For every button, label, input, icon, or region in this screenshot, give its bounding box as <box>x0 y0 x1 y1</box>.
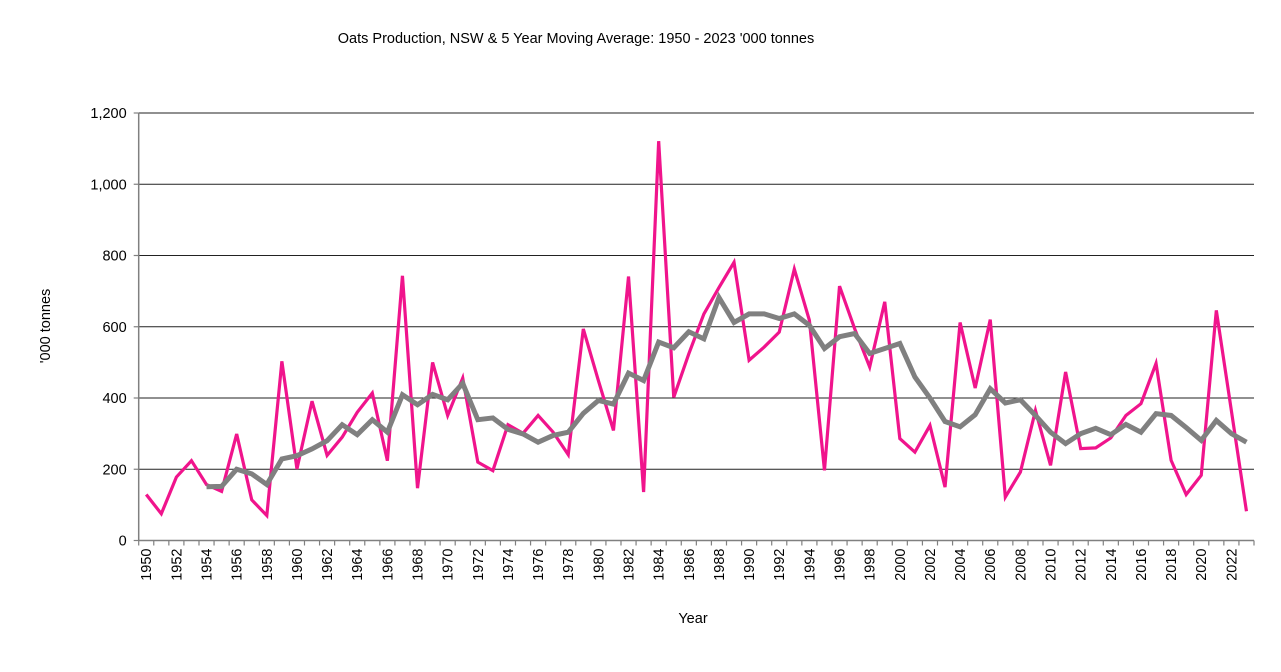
x-tick-label: 1956 <box>230 549 246 581</box>
x-tick-label: 2006 <box>983 549 999 581</box>
x-tick-label: 2012 <box>1074 549 1090 581</box>
x-tick-label: 1982 <box>622 549 638 581</box>
x-tick-label: 1966 <box>380 549 396 581</box>
x-tick-label: 1998 <box>863 549 879 581</box>
x-tick-label: 1980 <box>591 549 607 581</box>
x-tick-label: 1960 <box>290 549 306 581</box>
x-tick-label: 2002 <box>923 549 939 581</box>
x-tick-label: 2000 <box>893 549 909 581</box>
x-tick-label: 2022 <box>1224 549 1240 581</box>
x-tick-label: 2018 <box>1164 549 1180 581</box>
series-group <box>144 141 1249 520</box>
x-tick-label: 2004 <box>953 549 969 581</box>
x-tick-label: 1950 <box>139 549 155 581</box>
y-tick-label: 400 <box>102 391 126 407</box>
x-tick-label: 1978 <box>561 549 577 581</box>
x-tick-label: 1954 <box>200 549 216 581</box>
x-tick-label: 1964 <box>350 549 366 581</box>
y-axis-title: '000 tonnes <box>38 289 54 364</box>
x-tick-label: 1958 <box>260 549 276 581</box>
x-tick-label: 1970 <box>441 549 457 581</box>
x-tick-label: 1962 <box>320 549 336 581</box>
x-tick-label: 2016 <box>1134 549 1150 581</box>
x-tick-label: 1974 <box>501 549 517 581</box>
x-tick-label: 2010 <box>1044 549 1060 581</box>
x-tick-label: 2020 <box>1194 549 1210 581</box>
gridlines <box>138 112 1254 470</box>
x-tick-label: 1994 <box>802 549 818 581</box>
x-tick-label: 1986 <box>682 549 698 581</box>
x-axis-title: Year <box>678 611 707 627</box>
x-tick-label: 1996 <box>833 549 849 581</box>
y-tick-label: 1,000 <box>90 177 126 193</box>
x-tick-label: 2008 <box>1013 549 1029 581</box>
x-tick-label: 1968 <box>411 549 427 581</box>
y-tick-label: 1,200 <box>90 106 126 122</box>
y-tick-label: 600 <box>102 320 126 336</box>
x-tick-label: 1988 <box>712 549 728 581</box>
y-tick-label: 200 <box>102 462 126 478</box>
x-ticks: 1950 1952 1954 1956 1958 1960 1962 1964 1966 1968… <box>138 540 1255 581</box>
x-tick-label: 1992 <box>772 549 788 581</box>
x-tick-label: 1990 <box>742 549 758 581</box>
series-line-production <box>144 141 1249 520</box>
y-tick-label: 0 <box>119 534 127 550</box>
x-tick-label: 1952 <box>169 549 185 581</box>
x-tick-label: 1972 <box>471 549 487 581</box>
x-tick-label: 1984 <box>652 549 668 581</box>
x-tick-label: 2014 <box>1104 549 1120 581</box>
chart-title: Oats Production, NSW & 5 Year Moving Ave… <box>338 31 814 47</box>
x-tick-label: 1976 <box>531 549 547 581</box>
series-line-moving-average <box>206 291 1248 490</box>
y-ticks: 0 200 400 600 800 1,000 1,200 <box>90 106 139 550</box>
y-tick-label: 800 <box>102 249 126 265</box>
